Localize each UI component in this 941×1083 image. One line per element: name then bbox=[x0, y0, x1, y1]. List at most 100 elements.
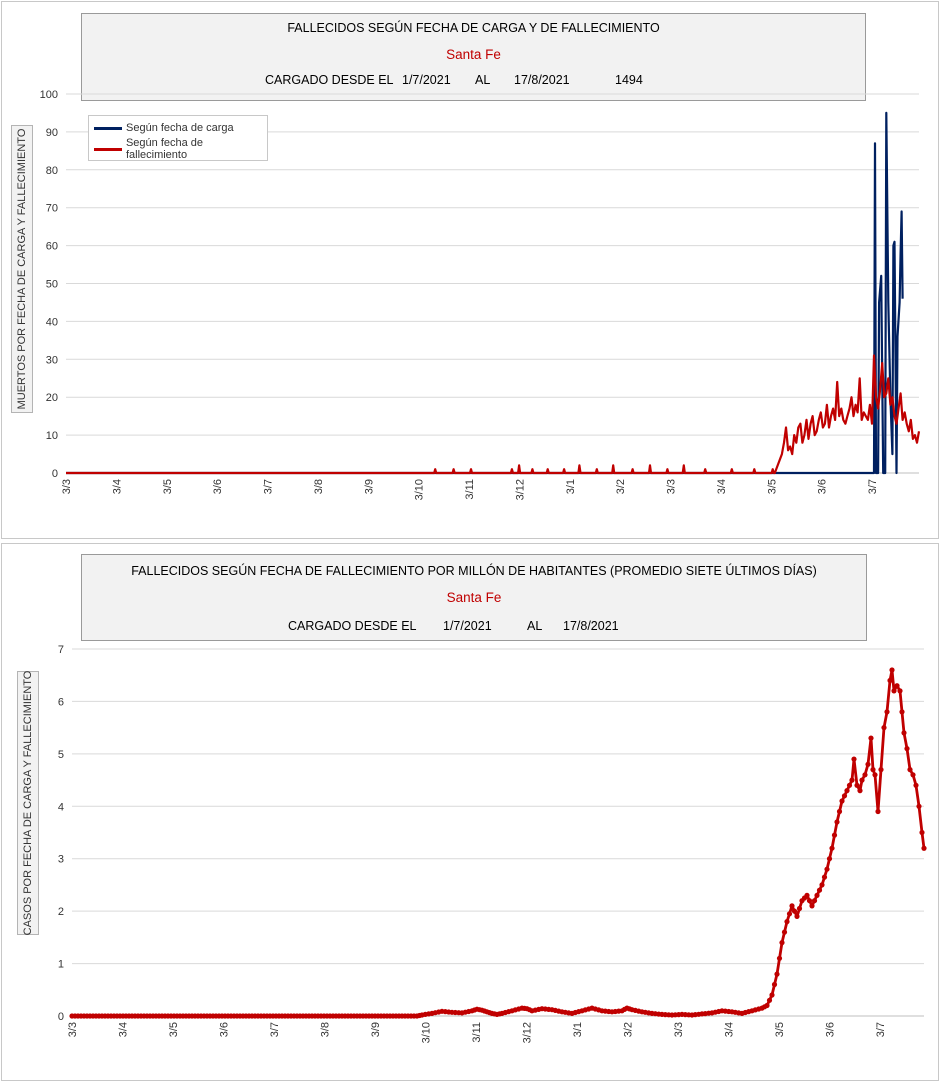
legend-item-fallecimiento: Según fecha de fallecimiento bbox=[94, 137, 267, 161]
x-tick-label: 3/5 bbox=[162, 479, 174, 494]
x-tick-label: 3/6 bbox=[219, 1022, 231, 1037]
data-point bbox=[904, 746, 910, 752]
data-point bbox=[849, 777, 855, 783]
data-point bbox=[766, 997, 773, 1003]
y-axis-title: CASOS POR FECHA DE CARGA Y FALLECIMIENTO bbox=[17, 671, 39, 935]
cargado-desde-label: CARGADO DESDE EL bbox=[265, 73, 394, 87]
y-tick-label: 0 bbox=[52, 468, 58, 480]
al-label: AL bbox=[475, 73, 491, 87]
y-tick-label: 0 bbox=[58, 1011, 64, 1023]
data-point bbox=[826, 856, 833, 862]
data-point bbox=[894, 683, 900, 689]
y-tick-label: 10 bbox=[46, 430, 58, 442]
chart-panel-por-millon: FALLECIDOS SEGÚN FECHA DE FALLECIMIENTO … bbox=[1, 543, 939, 1081]
data-point bbox=[836, 808, 843, 815]
data-point bbox=[891, 688, 897, 694]
x-tick-label: 3/8 bbox=[313, 479, 325, 494]
chart-title-box: FALLECIDOS SEGÚN FECHA DE FALLECIMIENTO … bbox=[81, 554, 867, 641]
data-point bbox=[841, 793, 848, 799]
chart-title-box: FALLECIDOS SEGÚN FECHA DE CARGA Y DE FAL… bbox=[81, 13, 866, 101]
data-point bbox=[887, 677, 893, 684]
data-point bbox=[834, 819, 840, 825]
data-point bbox=[910, 772, 916, 778]
x-tick-label: 3/12 bbox=[514, 479, 526, 500]
series-line-0 bbox=[66, 111, 904, 475]
y-tick-label: 2 bbox=[58, 906, 64, 918]
chart-legend: Según fecha de carga Según fecha de fall… bbox=[88, 115, 268, 161]
date-range-row: CARGADO DESDE EL 1/7/2021 AL 17/8/2021 bbox=[82, 619, 866, 637]
data-point bbox=[854, 782, 860, 788]
y-tick-label: 20 bbox=[46, 392, 58, 404]
x-tick-label: 3/4 bbox=[118, 1022, 130, 1037]
x-tick-label: 3/9 bbox=[363, 479, 375, 494]
y-tick-label: 1 bbox=[58, 959, 64, 971]
x-tick-label: 3/2 bbox=[623, 1022, 635, 1037]
data-point bbox=[831, 832, 838, 838]
x-tick-label: 3/8 bbox=[320, 1022, 332, 1037]
x-tick-label: 3/5 bbox=[766, 479, 778, 494]
chart-title: FALLECIDOS SEGÚN FECHA DE FALLECIMIENTO … bbox=[131, 564, 817, 578]
data-point bbox=[814, 892, 820, 898]
data-point bbox=[829, 845, 835, 851]
x-tick-label: 3/1 bbox=[572, 1022, 584, 1037]
data-point bbox=[875, 808, 881, 815]
y-tick-label: 60 bbox=[46, 241, 58, 253]
region-name: Santa Fe bbox=[446, 590, 502, 605]
data-point bbox=[881, 725, 887, 731]
legend-label-fallecimiento: Según fecha de fallecimiento bbox=[125, 137, 204, 161]
data-point bbox=[889, 667, 895, 673]
al-label: AL bbox=[527, 619, 543, 633]
data-point bbox=[791, 908, 798, 914]
data-point bbox=[884, 709, 890, 715]
legend-label-carga: Según fecha de carga bbox=[126, 122, 234, 134]
total-count: 1494 bbox=[615, 73, 643, 87]
line-chart-carga-fallecimiento: 0 10 20 30 40 50 60 70 80 90 100 3/3 3/4 3/5 3/6 3/7 3/8… bbox=[40, 89, 921, 500]
y-axis-title: MUERTOS POR FECHA DE CARGA Y FALLECIMIEN… bbox=[11, 125, 33, 413]
date-range-row: CARGADO DESDE EL 1/7/2021 AL 17/8/2021 1… bbox=[82, 73, 865, 91]
data-point bbox=[781, 929, 788, 935]
data-point bbox=[862, 772, 868, 778]
x-tick-label: 3/4 bbox=[716, 479, 728, 494]
y-tick-label: 40 bbox=[46, 316, 58, 328]
x-tick-label: 3/1 bbox=[565, 479, 577, 494]
x-tick-label: 3/7 bbox=[875, 1022, 887, 1037]
x-tick-label: 3/11 bbox=[464, 479, 476, 500]
chart-panel-carga-fallecimiento: FALLECIDOS SEGÚN FECHA DE CARGA Y DE FAL… bbox=[1, 1, 939, 539]
data-point bbox=[916, 803, 922, 809]
y-tick-label: 90 bbox=[46, 127, 58, 139]
legend-swatch-fallecimiento bbox=[94, 147, 122, 151]
y-tick-label: 80 bbox=[46, 165, 58, 177]
data-point bbox=[846, 782, 853, 788]
x-tick-label: 3/11 bbox=[471, 1022, 483, 1043]
data-point bbox=[769, 992, 775, 998]
data-point bbox=[839, 798, 845, 804]
x-tick-label: 3/7 bbox=[263, 479, 275, 494]
data-point bbox=[921, 845, 927, 851]
data-point bbox=[857, 788, 863, 794]
data-point bbox=[796, 905, 803, 912]
data-point bbox=[865, 761, 871, 767]
data-point bbox=[870, 767, 876, 773]
legend-swatch-carga bbox=[94, 126, 122, 130]
data-point bbox=[776, 955, 783, 961]
data-point bbox=[816, 887, 823, 893]
x-tick-label: 3/5 bbox=[774, 1022, 786, 1037]
series-line-0 bbox=[72, 668, 926, 1018]
x-tick-label: 3/10 bbox=[421, 1022, 433, 1043]
data-point bbox=[901, 730, 907, 736]
data-point bbox=[851, 756, 857, 762]
x-tick-label: 3/6 bbox=[817, 479, 829, 494]
y-tick-label: 6 bbox=[58, 696, 64, 708]
data-point bbox=[784, 919, 790, 925]
x-tick-label: 3/5 bbox=[168, 1022, 180, 1037]
data-point bbox=[821, 874, 828, 880]
y-tick-label: 100 bbox=[40, 89, 58, 101]
data-point bbox=[913, 782, 919, 788]
data-point bbox=[789, 903, 795, 909]
data-point bbox=[809, 903, 815, 909]
data-point bbox=[897, 688, 903, 694]
x-tick-label: 3/3 bbox=[67, 1022, 79, 1037]
series-line-1 bbox=[66, 354, 921, 475]
x-tick-label: 3/9 bbox=[370, 1022, 382, 1037]
x-tick-label: 3/3 bbox=[666, 479, 678, 494]
